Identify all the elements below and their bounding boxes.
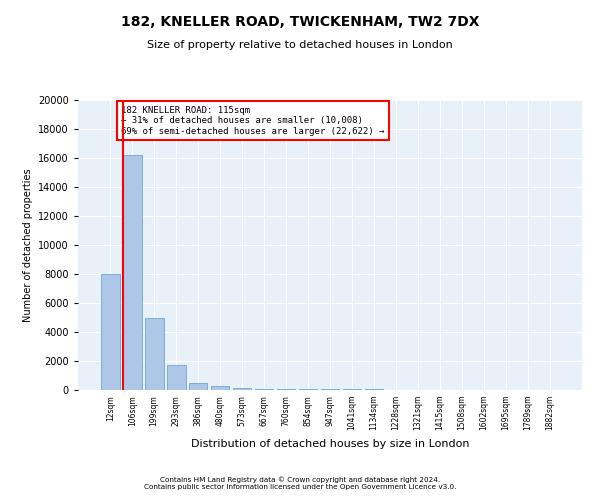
- Bar: [167, 366, 185, 390]
- Bar: [123, 155, 142, 390]
- Bar: [277, 389, 295, 390]
- Bar: [233, 388, 251, 390]
- Text: 182, KNELLER ROAD, TWICKENHAM, TW2 7DX: 182, KNELLER ROAD, TWICKENHAM, TW2 7DX: [121, 15, 479, 29]
- Bar: [145, 318, 164, 390]
- Bar: [255, 388, 274, 390]
- Text: Contains HM Land Registry data © Crown copyright and database right 2024.
Contai: Contains HM Land Registry data © Crown c…: [144, 476, 456, 490]
- Bar: [299, 389, 317, 390]
- Bar: [189, 383, 208, 390]
- Bar: [211, 386, 229, 390]
- Bar: [101, 274, 119, 390]
- Text: Size of property relative to detached houses in London: Size of property relative to detached ho…: [147, 40, 453, 50]
- X-axis label: Distribution of detached houses by size in London: Distribution of detached houses by size …: [191, 439, 469, 449]
- Text: 182 KNELLER ROAD: 115sqm
← 31% of detached houses are smaller (10,008)
69% of se: 182 KNELLER ROAD: 115sqm ← 31% of detach…: [121, 106, 385, 136]
- Y-axis label: Number of detached properties: Number of detached properties: [23, 168, 32, 322]
